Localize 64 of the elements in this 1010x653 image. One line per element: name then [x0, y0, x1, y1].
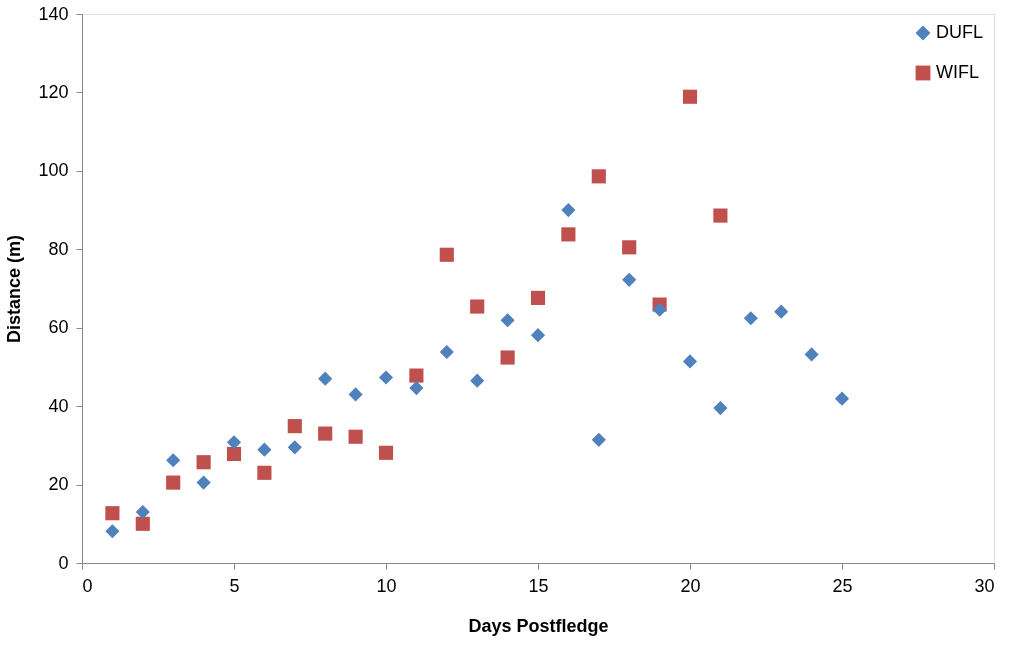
- point: [135, 504, 150, 520]
- x-tick-label: 10: [376, 575, 397, 596]
- point: [287, 419, 302, 434]
- y-tick-label: 80: [48, 238, 69, 259]
- y-tick-label: 20: [48, 474, 69, 495]
- x-tick-label: 15: [528, 575, 549, 596]
- point: [500, 313, 515, 328]
- x-tick-label: 5: [229, 575, 240, 596]
- y-tick-label: 0: [58, 552, 69, 573]
- point: [135, 516, 150, 531]
- point: [470, 299, 485, 314]
- point: [257, 442, 272, 457]
- point: [105, 506, 120, 521]
- point: [318, 371, 333, 386]
- point: [409, 381, 424, 396]
- point: [804, 347, 819, 362]
- point: [105, 524, 120, 539]
- point: [287, 440, 302, 455]
- x-tick-label: 25: [832, 575, 853, 596]
- point: [378, 370, 394, 385]
- point: [591, 432, 606, 447]
- point: [470, 373, 485, 388]
- point: [226, 446, 242, 462]
- point: [196, 455, 211, 470]
- point: [682, 89, 698, 104]
- point: [834, 391, 850, 406]
- point: [257, 465, 272, 480]
- point: [378, 445, 394, 460]
- point: [622, 240, 637, 255]
- legend-label: DUFL: [936, 22, 984, 42]
- y-tick-label: 120: [38, 81, 69, 102]
- point: [530, 328, 546, 343]
- point: [409, 368, 424, 383]
- point: [682, 354, 698, 369]
- point: [743, 311, 758, 326]
- point: [166, 453, 181, 468]
- point: [561, 203, 576, 218]
- x-tick-label: 20: [680, 575, 701, 596]
- y-axis-title: Distance (m): [4, 234, 25, 344]
- point: [561, 227, 576, 242]
- y-tick-label: 40: [48, 395, 69, 416]
- x-tick-label: 30: [974, 575, 995, 596]
- point: [166, 475, 181, 490]
- point: [652, 302, 667, 317]
- point: [348, 387, 363, 402]
- x-axis-title: Days Postfledge: [468, 615, 609, 636]
- point: [622, 272, 637, 287]
- point: [226, 435, 242, 450]
- y-tick-label: 100: [38, 160, 69, 181]
- point: [439, 247, 454, 262]
- point: [348, 429, 363, 444]
- point: [196, 475, 211, 490]
- point: [774, 304, 789, 319]
- y-tick-label: 60: [48, 317, 69, 338]
- point: [713, 208, 728, 223]
- point: [713, 401, 728, 416]
- x-tick-label: 0: [82, 575, 93, 596]
- y-tick-label: 140: [38, 3, 69, 24]
- point: [439, 344, 454, 360]
- point: [591, 169, 606, 184]
- point: [530, 290, 546, 305]
- point: [318, 426, 333, 441]
- legend-label: WIFL: [936, 62, 979, 82]
- point: [500, 350, 515, 365]
